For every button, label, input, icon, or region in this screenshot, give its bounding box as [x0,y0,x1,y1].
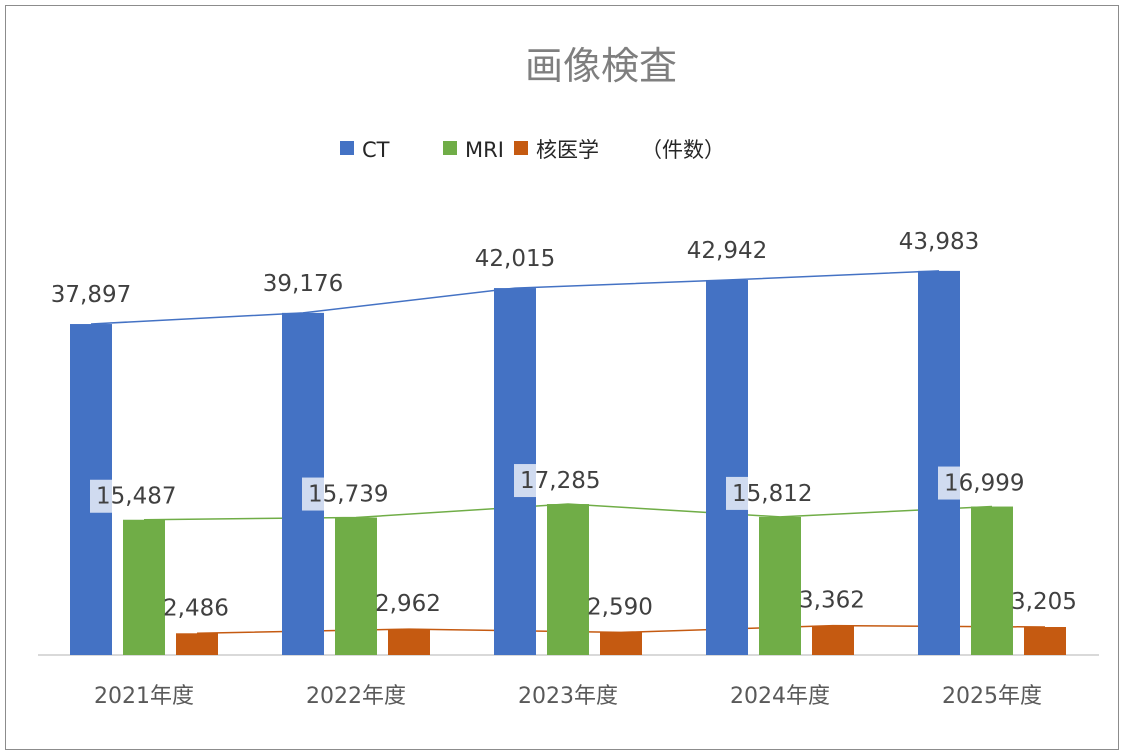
bar-MRI-2022年度 [335,517,377,655]
data-label-CT-2021年度: 37,897 [51,282,131,308]
data-label-CT-2025年度: 43,983 [899,229,979,255]
data-label-MRI-2025年度: 16,999 [944,471,1024,497]
bar-核医学-2024年度 [812,625,854,655]
data-label-CT-2023年度: 42,015 [475,246,555,272]
data-label-MRI-2023年度: 17,285 [520,468,600,494]
data-label-核医学-2023年度: 2,590 [587,594,653,620]
trend-line-核医学 [196,624,1046,635]
x-tick-label: 2023年度 [518,684,618,709]
bar-MRI-2021年度 [123,519,165,655]
bar-MRI-2023年度 [547,504,589,655]
bar-核医学-2021年度 [176,633,218,655]
data-labels: 37,897 39,176 42,015 42,942 43,983 15,487 15,7… [51,229,1077,621]
data-label-bg [514,464,612,498]
data-label-bg [90,479,188,513]
legend-label-核医学: 核医学 [536,138,599,162]
legend-swatch-MRI [443,141,457,155]
x-tick-label: 2024年度 [730,684,830,709]
bar-CT-2024年度 [706,279,748,655]
data-label-MRI-2021年度: 15,487 [96,484,176,510]
data-label-CT-2022年度: 39,176 [263,271,343,297]
data-label-bg [726,476,824,510]
bar-核医学-2023年度 [600,632,642,655]
legend-swatch-核医学 [514,141,528,155]
bar-CT-2025年度 [918,270,960,655]
x-tick-label: 2021年度 [94,684,194,709]
data-label-bg [938,466,1036,500]
legend: CT MRI 核医学 （件数） [340,138,725,162]
bar-MRI-2025年度 [971,506,1013,655]
data-label-核医学-2024年度: 3,362 [799,588,865,614]
x-tick-labels: 2021年度 2022年度 2023年度 2024年度 2025年度 [94,684,1042,709]
bar-核医学-2022年度 [388,629,430,655]
data-label-MRI-2024年度: 15,812 [732,481,812,507]
bar-MRI-2024年度 [759,516,801,655]
x-tick-label: 2025年度 [942,684,1042,709]
legend-swatch-CT [340,141,354,155]
data-label-核医学-2022年度: 2,962 [375,591,441,617]
data-label-核医学-2021年度: 2,486 [163,595,229,621]
legend-label-CT: CT [362,138,390,162]
bar-核医学-2025年度 [1024,627,1066,655]
data-label-核医学-2025年度: 3,205 [1011,589,1077,615]
legend-label-MRI: MRI [465,138,504,162]
chart-border [5,5,1119,750]
data-label-MRI-2022年度: 15,739 [308,482,388,508]
chart-title: 画像検査 [525,44,677,88]
data-label-bg [302,477,400,511]
legend-unit-note: （件数） [641,138,725,162]
data-label-CT-2024年度: 42,942 [687,238,767,264]
x-tick-label: 2022年度 [306,684,406,709]
